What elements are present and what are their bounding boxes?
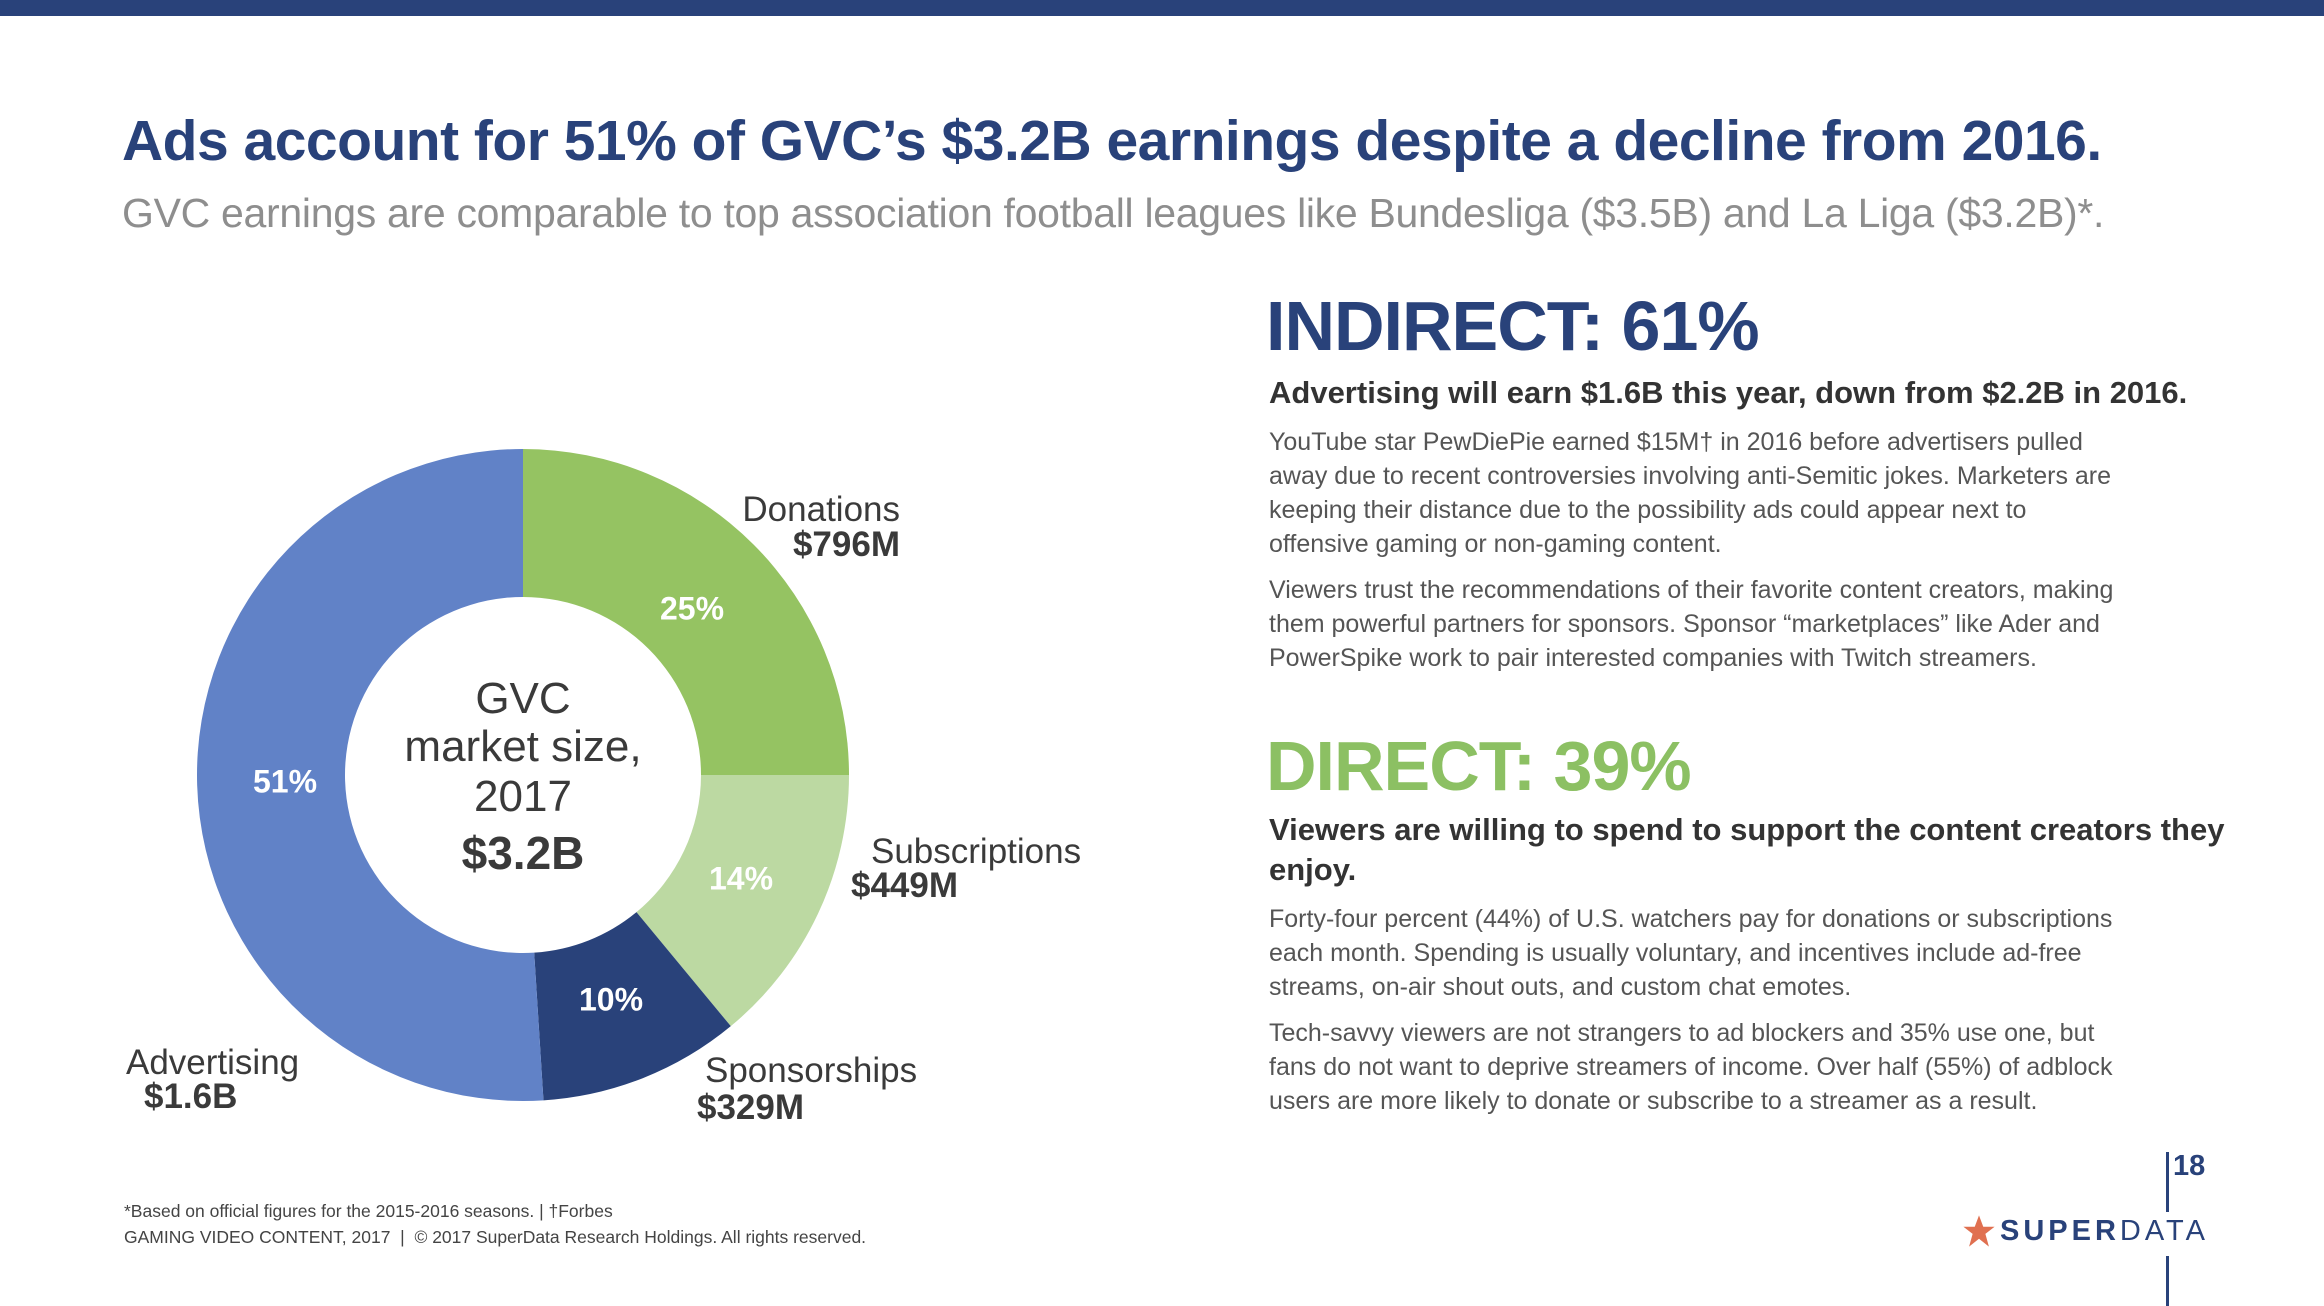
text-line: users are more likely to donate or subsc…	[1269, 1087, 2038, 1115]
indirect-heading: INDIRECT: 61%	[1266, 287, 1760, 365]
copyright: GAMING VIDEO CONTENT, 2017 | © 2017 Supe…	[124, 1227, 867, 1247]
slice-sponsorships	[534, 912, 731, 1101]
text-line: keeping their distance due to the possib…	[1269, 496, 2027, 524]
star-icon	[1963, 1215, 1995, 1247]
pct-subscriptions: 14%	[708, 860, 774, 897]
label-subscriptions: Subscriptions	[871, 832, 1082, 871]
text-line: offensive gaming or non-gaming content.	[1269, 530, 1722, 558]
text-line: fans do not want to deprive streamers of…	[1269, 1053, 2113, 1081]
text-line: away due to recent controversies involvi…	[1269, 462, 2112, 490]
top-bar	[0, 0, 2324, 16]
text-line: Tech-savvy viewers are not strangers to …	[1269, 1019, 2095, 1047]
indirect-subheading: Advertising will earn $1.6B this year, d…	[1269, 375, 2188, 410]
center-total: $3.2B	[461, 827, 585, 879]
logo-super: SUPER	[2000, 1214, 2120, 1247]
page-divider	[2166, 1256, 2169, 1306]
logo-data: DATA	[2119, 1214, 2209, 1247]
text-line: Viewers trust the recommendations of the…	[1269, 576, 2114, 604]
indirect-paragraph-2: Viewers trust the recommendations of the…	[1269, 573, 2113, 675]
direct-subheading-line1: Viewers are willing to spend to support …	[1269, 812, 2225, 847]
page-divider	[2166, 1152, 2169, 1212]
pct-donations: 25%	[659, 590, 725, 627]
pct-advertising: 51%	[252, 763, 318, 800]
text-line: each month. Spending is usually voluntar…	[1269, 939, 2082, 967]
slice-advertising	[196, 449, 544, 1102]
direct-paragraph-1: Forty-four percent (44%) of U.S. watcher…	[1269, 902, 2112, 1004]
donut-chart	[196, 449, 849, 1102]
pct-sponsorships: 10%	[578, 981, 644, 1018]
text-line: them powerful partners for sponsors. Spo…	[1269, 610, 2100, 638]
superdata-logo: SUPER DATA	[1962, 1214, 2209, 1248]
center-label-line2: market size,	[404, 722, 642, 771]
text-line: PowerSpike work to pair interested compa…	[1269, 644, 2037, 672]
direct-subheading-line2: enjoy.	[1269, 852, 1357, 887]
label-advertising: Advertising	[126, 1043, 300, 1082]
page-title: Ads account for 51% of GVC’s $3.2B earni…	[122, 109, 2102, 173]
label-sponsorships: Sponsorships	[705, 1051, 918, 1090]
value-sponsorships: $329M	[697, 1088, 805, 1127]
text-line: Forty-four percent (44%) of U.S. watcher…	[1269, 905, 2113, 933]
text-line: streams, on-air shout outs, and custom c…	[1269, 973, 1852, 1001]
footnote: *Based on official figures for the 2015-…	[124, 1201, 613, 1221]
page-number: 18	[2173, 1150, 2206, 1182]
center-label-line3: 2017	[474, 772, 572, 821]
slice-subscriptions	[636, 775, 849, 1027]
direct-paragraph-2: Tech-savvy viewers are not strangers to …	[1269, 1016, 2112, 1118]
label-donations: Donations	[742, 490, 900, 529]
direct-heading: DIRECT: 39%	[1266, 727, 1692, 805]
text-line: YouTube star PewDiePie earned $15M† in 2…	[1269, 428, 2083, 456]
page-subtitle: GVC earnings are comparable to top assoc…	[122, 190, 2105, 236]
value-advertising: $1.6B	[144, 1077, 238, 1116]
slice-donations	[523, 449, 849, 775]
value-donations: $796M	[792, 525, 900, 564]
center-label-line1: GVC	[475, 674, 571, 723]
value-subscriptions: $449M	[851, 866, 959, 905]
indirect-paragraph-1: YouTube star PewDiePie earned $15M† in 2…	[1269, 425, 2111, 561]
